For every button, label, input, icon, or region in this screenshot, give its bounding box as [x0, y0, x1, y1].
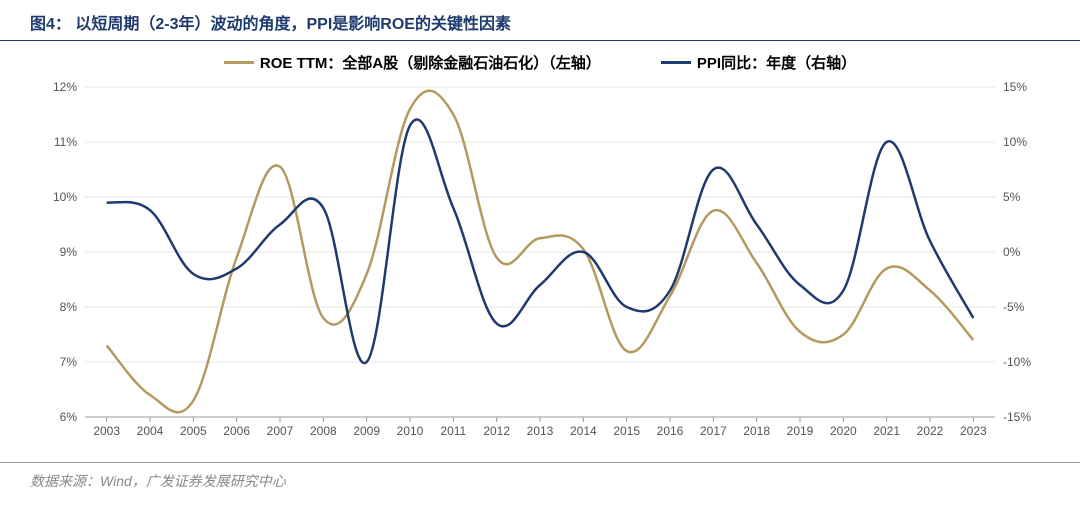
- x-tick: 2003: [93, 424, 120, 438]
- series-line-PPI_YoY: [107, 119, 974, 363]
- line-chart-svg: 6% 7% 8% 9% 10% 11% 12% -15% -10% -5% 0% 5% 10% 15% 20…: [30, 77, 1050, 457]
- x-tick: 2013: [527, 424, 554, 438]
- title-prefix: 图4：: [30, 16, 71, 33]
- chart-title: 图4： 以短周期（2-3年）波动的角度，PPI是影响ROE的关键性因素: [0, 0, 1080, 41]
- x-tick: 2009: [353, 424, 380, 438]
- x-tick: 2005: [180, 424, 207, 438]
- legend-swatch-ppi: [661, 61, 691, 64]
- x-tick: 2021: [873, 424, 900, 438]
- x-tick: 2015: [613, 424, 640, 438]
- y-right-tick: -5%: [1003, 300, 1025, 314]
- x-tick: 2012: [483, 424, 510, 438]
- title-text: 以短周期（2-3年）波动的角度，PPI是影响ROE的关键性因素: [75, 16, 511, 33]
- chart-area: 6% 7% 8% 9% 10% 11% 12% -15% -10% -5% 0% 5% 10% 15% 20…: [30, 77, 1050, 462]
- series-line-ROE_TTM: [107, 91, 974, 413]
- source-footer: 数据来源：Wind，广发证券发展研究中心: [0, 462, 1080, 491]
- x-tick: 2008: [310, 424, 337, 438]
- y-right-tick: 10%: [1003, 135, 1027, 149]
- x-tick: 2014: [570, 424, 597, 438]
- y-left-tick: 12%: [53, 80, 77, 94]
- y-right-tick: 0%: [1003, 245, 1021, 259]
- source-text: 数据来源：Wind，广发证券发展研究中心: [30, 473, 286, 489]
- y-left-tick: 9%: [60, 245, 78, 259]
- y-right-tick: 15%: [1003, 80, 1027, 94]
- x-tick: 2004: [137, 424, 164, 438]
- x-tick: 2018: [743, 424, 770, 438]
- y-left-tick: 8%: [60, 300, 78, 314]
- x-tick: 2022: [917, 424, 944, 438]
- y-right-tick: 5%: [1003, 190, 1021, 204]
- x-tick: 2010: [397, 424, 424, 438]
- legend-item-ppi: PPI同比：年度（右轴）: [661, 52, 856, 73]
- y-right-tick: -15%: [1003, 410, 1031, 424]
- x-tick: 2011: [440, 424, 466, 438]
- x-tick: 2017: [700, 424, 727, 438]
- y-left-tick: 6%: [60, 410, 78, 424]
- legend-item-roe: ROE TTM：全部A股（剔除金融石油石化）（左轴）: [224, 52, 601, 73]
- legend-label-ppi: PPI同比：年度（右轴）: [697, 52, 856, 73]
- legend-label-roe: ROE TTM：全部A股（剔除金融石油石化）（左轴）: [260, 52, 601, 73]
- x-tick: 2019: [787, 424, 814, 438]
- legend: ROE TTM：全部A股（剔除金融石油石化）（左轴） PPI同比：年度（右轴）: [0, 41, 1080, 77]
- y-left-tick: 7%: [60, 355, 78, 369]
- y-left-tick: 11%: [54, 135, 77, 149]
- x-tick: 2007: [267, 424, 294, 438]
- x-tick: 2016: [657, 424, 684, 438]
- y-right-tick: -10%: [1003, 355, 1031, 369]
- x-tick: 2020: [830, 424, 857, 438]
- x-tick: 2023: [960, 424, 987, 438]
- x-tick: 2006: [223, 424, 250, 438]
- y-left-tick: 10%: [53, 190, 77, 204]
- legend-swatch-roe: [224, 61, 254, 64]
